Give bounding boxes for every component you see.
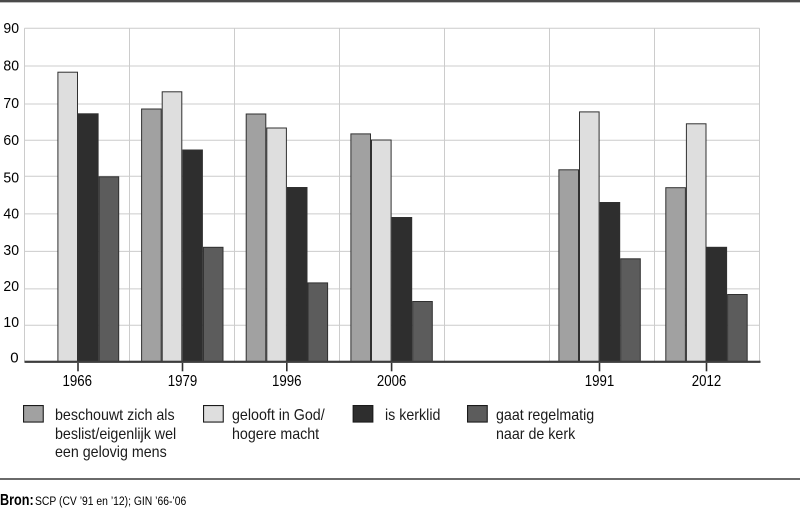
svg-text:1979: 1979 [168, 373, 198, 390]
svg-text:2006: 2006 [377, 373, 407, 390]
svg-text:1996: 1996 [272, 373, 302, 390]
svg-text:30: 30 [3, 242, 19, 259]
svg-text:1966: 1966 [63, 373, 93, 390]
svg-text:1991: 1991 [585, 373, 615, 390]
svg-text:20: 20 [3, 278, 19, 295]
svg-text:40: 40 [3, 206, 19, 223]
svg-text:0: 0 [10, 349, 18, 366]
svg-text:2012: 2012 [692, 373, 722, 390]
svg-text:70: 70 [3, 95, 19, 112]
svg-text:60: 60 [3, 132, 19, 149]
svg-text:80: 80 [3, 58, 19, 75]
svg-text:10: 10 [3, 314, 19, 331]
svg-text:90: 90 [3, 20, 19, 37]
svg-text:50: 50 [3, 169, 19, 186]
